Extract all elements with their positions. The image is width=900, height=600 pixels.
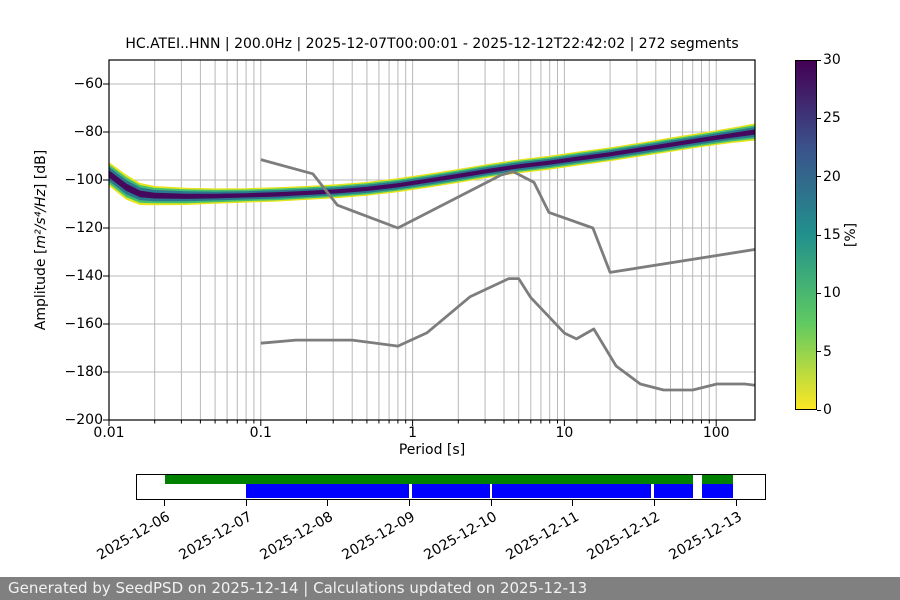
high-noise-model-line	[260, 158, 755, 274]
date-tick-mark	[490, 500, 492, 506]
y-tick-label: −200	[64, 412, 103, 428]
y-tick-label: −180	[64, 364, 103, 380]
date-tick-mark	[163, 500, 165, 506]
colorbar-tick-label: 30	[823, 52, 841, 68]
coverage-segment	[654, 484, 694, 498]
colorbar	[795, 60, 817, 410]
date-tick-mark	[654, 500, 656, 506]
date-tick-mark	[572, 500, 574, 506]
colorbar-tick-mark	[817, 117, 821, 119]
coverage-segment	[246, 484, 410, 498]
low-noise-model-line	[260, 277, 755, 392]
x-tick-label: 0.01	[93, 425, 125, 441]
date-tick-mark	[327, 500, 329, 506]
y-tick-label: −160	[64, 316, 103, 332]
footer-bar: Generated by SeedPSD on 2025-12-14 | Cal…	[0, 577, 900, 600]
footer-text: Generated by SeedPSD on 2025-12-14 | Cal…	[8, 579, 588, 597]
coverage-segment	[411, 484, 490, 498]
availability-segment	[165, 475, 694, 484]
colorbar-tick-mark	[817, 59, 821, 61]
chart-title: HC.ATEI..HNN | 200.0Hz | 2025-12-07T00:0…	[125, 36, 739, 52]
y-tick-label: −80	[73, 124, 103, 140]
y-tick-label: −140	[64, 268, 103, 284]
date-tick-mark	[408, 500, 410, 506]
colorbar-tick-mark	[817, 234, 821, 236]
date-tick-mark	[245, 500, 247, 506]
colorbar-tick-mark	[817, 176, 821, 178]
x-tick-label: 10	[555, 425, 574, 441]
x-axis-label: Period [s]	[398, 442, 466, 458]
timeline	[136, 474, 766, 500]
grid-lines	[108, 60, 755, 421]
noise-models	[260, 158, 755, 392]
colorbar-tick-label: 25	[823, 110, 841, 127]
coverage-segment	[492, 484, 651, 498]
plot-frame	[108, 59, 756, 421]
availability-segment	[701, 475, 733, 484]
x-tick-label: 1	[408, 425, 418, 441]
coverage-segment	[701, 484, 733, 498]
colorbar-tick-mark	[817, 292, 821, 294]
colorbar-tick-label: 0	[823, 402, 832, 418]
ppsd-band	[109, 123, 755, 206]
x-tick-label: 0.1	[249, 425, 272, 441]
y-tick-label: −100	[64, 172, 103, 188]
colorbar-tick-mark	[817, 409, 821, 411]
y-tick-label: −60	[73, 76, 103, 92]
colorbar-tick-mark	[817, 351, 821, 353]
x-tick-label: 100	[702, 425, 730, 441]
colorbar-unit-label: [%]	[843, 222, 859, 248]
colorbar-tick-label: 15	[823, 227, 841, 243]
colorbar-tick-label: 20	[823, 168, 841, 185]
y-tick-label: −120	[64, 220, 103, 236]
date-tick-mark	[735, 500, 737, 506]
colorbar-tick-label: 10	[823, 285, 841, 302]
axis-ticks	[103, 83, 717, 426]
colorbar-tick-label: 5	[823, 343, 832, 360]
